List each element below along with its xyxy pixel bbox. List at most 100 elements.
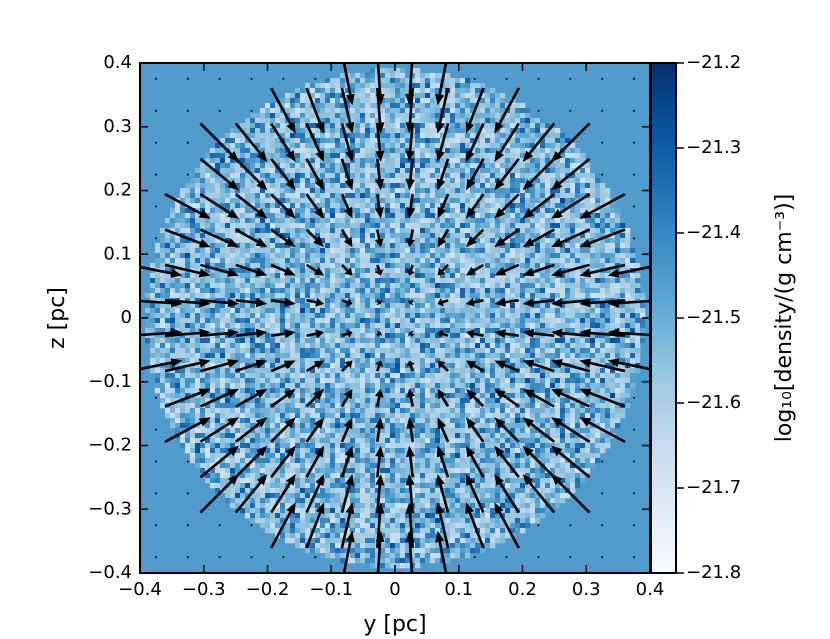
density-cell bbox=[445, 293, 451, 299]
density-cell bbox=[395, 388, 401, 394]
density-cell bbox=[420, 338, 426, 344]
density-cell bbox=[220, 243, 226, 249]
density-cell bbox=[405, 173, 411, 179]
density-cell bbox=[425, 73, 431, 79]
density-cell bbox=[385, 108, 391, 114]
density-cell bbox=[340, 163, 346, 169]
density-cell bbox=[430, 203, 436, 209]
density-cell bbox=[240, 123, 246, 129]
density-cell bbox=[440, 158, 446, 164]
density-cell bbox=[390, 473, 396, 479]
density-cell bbox=[345, 408, 351, 414]
density-cell bbox=[325, 283, 331, 289]
density-cell bbox=[265, 498, 271, 504]
density-cell bbox=[370, 213, 376, 219]
density-cell bbox=[355, 398, 361, 404]
density-cell bbox=[335, 258, 341, 264]
density-cell bbox=[340, 353, 346, 359]
density-cell bbox=[205, 238, 211, 244]
density-cell bbox=[430, 323, 436, 329]
density-cell bbox=[400, 168, 406, 174]
density-cell bbox=[275, 308, 281, 314]
density-cell bbox=[185, 343, 191, 349]
density-cell bbox=[265, 403, 271, 409]
density-cell bbox=[380, 233, 386, 239]
density-cell bbox=[335, 188, 341, 194]
density-cell bbox=[280, 483, 286, 489]
density-cell bbox=[395, 283, 401, 289]
density-cell bbox=[415, 498, 421, 504]
density-cell bbox=[265, 278, 271, 284]
density-cell bbox=[270, 243, 276, 249]
density-cell bbox=[385, 148, 391, 154]
density-cell bbox=[155, 283, 161, 289]
density-cell bbox=[215, 413, 221, 419]
density-cell bbox=[425, 143, 431, 149]
density-cell bbox=[165, 358, 171, 364]
density-cell bbox=[290, 228, 296, 234]
density-cell bbox=[390, 493, 396, 499]
density-cell bbox=[300, 533, 306, 539]
density-cell bbox=[175, 218, 181, 224]
density-cell bbox=[295, 523, 301, 529]
density-cell bbox=[225, 313, 231, 319]
density-cell bbox=[435, 118, 441, 124]
density-cell bbox=[265, 488, 271, 494]
density-cell bbox=[230, 178, 236, 184]
density-cell bbox=[325, 448, 331, 454]
density-cell bbox=[340, 348, 346, 354]
density-cell bbox=[375, 223, 381, 229]
density-cell bbox=[340, 113, 346, 119]
density-cell bbox=[195, 373, 201, 379]
density-cell bbox=[445, 128, 451, 134]
density-cell bbox=[330, 243, 336, 249]
density-cell bbox=[175, 323, 181, 329]
density-cell bbox=[230, 353, 236, 359]
density-cell bbox=[380, 203, 386, 209]
density-cell bbox=[295, 368, 301, 374]
density-cell bbox=[345, 338, 351, 344]
density-cell bbox=[205, 403, 211, 409]
density-cell bbox=[220, 313, 226, 319]
density-cell bbox=[350, 313, 356, 319]
density-cell bbox=[435, 543, 441, 549]
density-cell bbox=[380, 293, 386, 299]
density-cell bbox=[200, 283, 206, 289]
density-cell bbox=[380, 428, 386, 434]
density-cell bbox=[350, 548, 356, 554]
density-cell bbox=[260, 113, 266, 119]
density-cell bbox=[430, 278, 436, 284]
density-cell bbox=[415, 223, 421, 229]
density-cell bbox=[245, 483, 251, 489]
density-cell bbox=[365, 238, 371, 244]
density-cell bbox=[445, 233, 451, 239]
density-cell bbox=[415, 113, 421, 119]
density-cell bbox=[385, 433, 391, 439]
density-cell bbox=[205, 343, 211, 349]
density-cell bbox=[245, 263, 251, 269]
density-cell bbox=[375, 283, 381, 289]
density-cell bbox=[420, 258, 426, 264]
density-cell bbox=[325, 113, 331, 119]
density-cell bbox=[440, 273, 446, 279]
density-cell bbox=[290, 113, 296, 119]
density-cell bbox=[370, 218, 376, 224]
density-cell bbox=[320, 88, 326, 94]
density-cell bbox=[220, 203, 226, 209]
density-cell bbox=[230, 143, 236, 149]
density-cell bbox=[425, 148, 431, 154]
density-cell bbox=[320, 553, 326, 559]
density-cell bbox=[235, 418, 241, 424]
density-cell bbox=[410, 513, 416, 519]
density-cell bbox=[300, 403, 306, 409]
density-cell bbox=[360, 398, 366, 404]
density-cell bbox=[230, 433, 236, 439]
density-cell bbox=[235, 383, 241, 389]
density-cell bbox=[370, 148, 376, 154]
density-cell bbox=[280, 518, 286, 524]
density-cell bbox=[420, 313, 426, 319]
density-cell bbox=[205, 353, 211, 359]
density-cell bbox=[295, 498, 301, 504]
density-cell bbox=[365, 358, 371, 364]
density-cell bbox=[415, 128, 421, 134]
